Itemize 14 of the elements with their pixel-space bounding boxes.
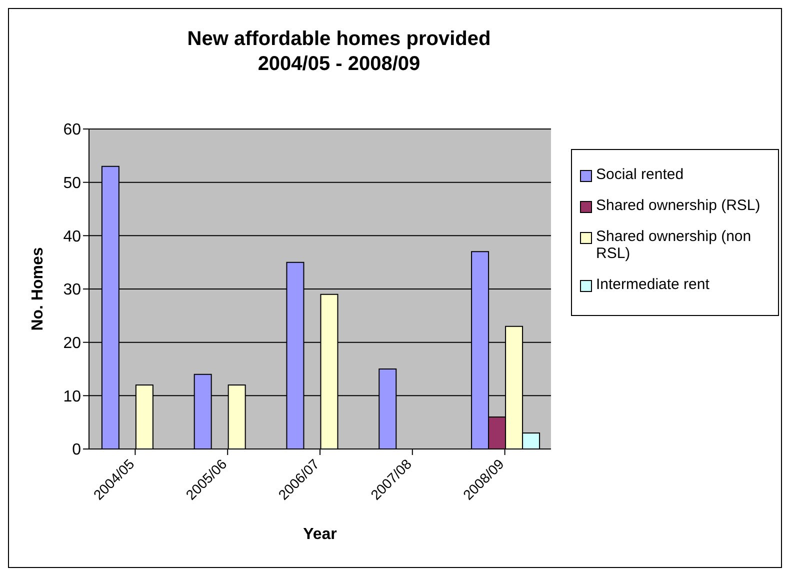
y-tick-label: 50 — [63, 175, 82, 192]
legend-label: Shared ownership (non RSL) — [596, 228, 752, 262]
legend-label: Intermediate rent — [596, 276, 710, 293]
chart-title: New affordable homes provided 2004/05 - 2008/09 — [186, 27, 492, 77]
y-tick-label: 0 — [72, 442, 82, 459]
y-tick-label: 30 — [63, 282, 82, 299]
y-tick-label: 10 — [63, 388, 82, 406]
y-axis-title: No. Homes — [30, 247, 47, 331]
x-axis-title: Year — [303, 526, 337, 543]
legend-label: Social rented — [596, 166, 684, 183]
y-tick-label: 20 — [63, 335, 82, 352]
y-tick-label: 40 — [63, 228, 82, 246]
y-tick-label: 60 — [63, 122, 82, 139]
legend-label: Shared ownership (RSL) — [596, 197, 760, 214]
